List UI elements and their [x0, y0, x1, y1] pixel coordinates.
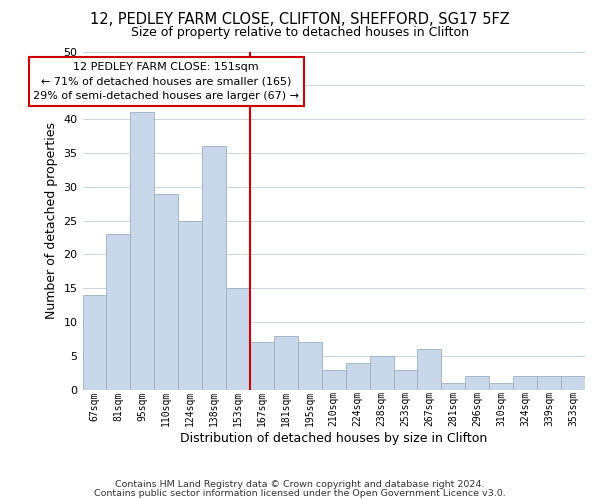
Y-axis label: Number of detached properties: Number of detached properties	[45, 122, 58, 319]
Bar	[106, 234, 130, 390]
Bar	[130, 112, 154, 390]
Text: 12 PEDLEY FARM CLOSE: 151sqm
← 71% of detached houses are smaller (165)
29% of s: 12 PEDLEY FARM CLOSE: 151sqm ← 71% of de…	[33, 62, 299, 101]
Bar	[154, 194, 178, 390]
Bar	[202, 146, 226, 390]
Bar	[346, 362, 370, 390]
Bar	[226, 288, 250, 390]
Bar	[83, 295, 106, 390]
Bar	[489, 383, 513, 390]
X-axis label: Distribution of detached houses by size in Clifton: Distribution of detached houses by size …	[180, 432, 487, 445]
Bar	[250, 342, 274, 390]
Bar	[561, 376, 585, 390]
Text: Contains public sector information licensed under the Open Government Licence v3: Contains public sector information licen…	[94, 489, 506, 498]
Bar	[370, 356, 394, 390]
Bar	[298, 342, 322, 390]
Text: 12, PEDLEY FARM CLOSE, CLIFTON, SHEFFORD, SG17 5FZ: 12, PEDLEY FARM CLOSE, CLIFTON, SHEFFORD…	[90, 12, 510, 28]
Bar	[513, 376, 537, 390]
Bar	[537, 376, 561, 390]
Bar	[442, 383, 466, 390]
Bar	[394, 370, 418, 390]
Bar	[178, 220, 202, 390]
Text: Size of property relative to detached houses in Clifton: Size of property relative to detached ho…	[131, 26, 469, 39]
Bar	[322, 370, 346, 390]
Bar	[274, 336, 298, 390]
Bar	[418, 349, 442, 390]
Text: Contains HM Land Registry data © Crown copyright and database right 2024.: Contains HM Land Registry data © Crown c…	[115, 480, 485, 489]
Bar	[466, 376, 489, 390]
